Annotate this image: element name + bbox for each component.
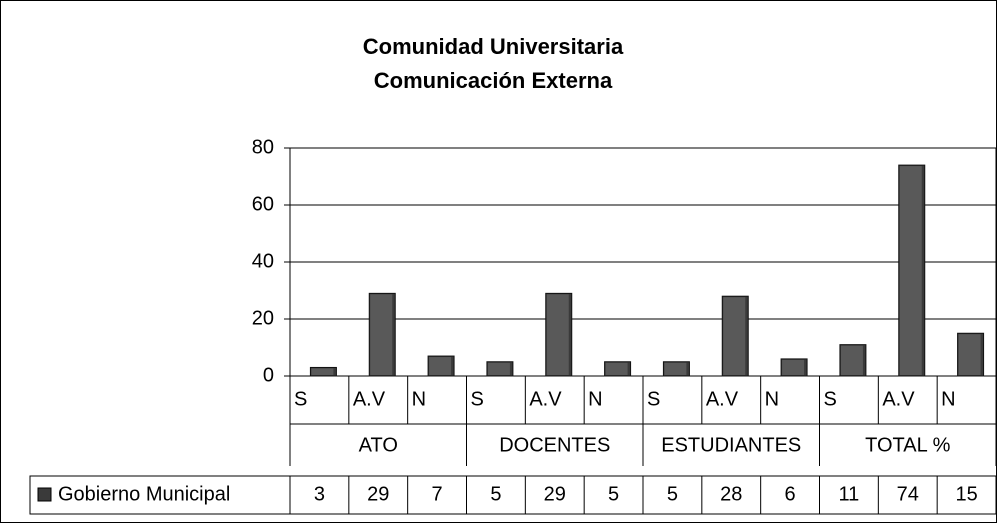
y-tick-label: 40 bbox=[252, 250, 274, 272]
table-value: 28 bbox=[720, 483, 742, 505]
x-tick-label: N bbox=[588, 388, 602, 410]
chart-subtitle: Comunicación Externa bbox=[374, 68, 613, 93]
table-value: 11 bbox=[839, 483, 860, 505]
bar-highlight bbox=[840, 345, 863, 375]
x-tick-label: A.V bbox=[529, 388, 562, 410]
bar-highlight bbox=[782, 359, 805, 375]
bar-highlight bbox=[664, 362, 687, 375]
x-tick-label: N bbox=[765, 388, 779, 410]
legend-label: Gobierno Municipal bbox=[58, 483, 230, 505]
x-tick-label: S bbox=[824, 388, 837, 410]
y-tick-label: 20 bbox=[252, 307, 274, 329]
x-tick-label: S bbox=[647, 388, 660, 410]
table-value: 5 bbox=[608, 483, 619, 505]
table-value: 3 bbox=[314, 483, 325, 505]
group-label: DOCENTES bbox=[499, 434, 610, 456]
table-value: 29 bbox=[544, 483, 566, 505]
y-tick-label: 0 bbox=[263, 364, 274, 386]
bar-highlight bbox=[370, 294, 393, 375]
table-value: 74 bbox=[897, 483, 919, 505]
bar-highlight bbox=[605, 362, 628, 375]
bar-highlight bbox=[546, 294, 569, 375]
group-label: TOTAL % bbox=[865, 434, 950, 456]
table-value: 5 bbox=[667, 483, 678, 505]
x-tick-label: A.V bbox=[353, 388, 386, 410]
bar-highlight bbox=[311, 368, 334, 375]
x-tick-label: A.V bbox=[882, 388, 915, 410]
bar-highlight bbox=[899, 166, 922, 375]
x-tick-label: N bbox=[412, 388, 426, 410]
x-tick-label: S bbox=[471, 388, 484, 410]
data-table bbox=[29, 475, 997, 515]
bar-highlight bbox=[958, 334, 981, 375]
group-label: ATO bbox=[359, 434, 398, 456]
legend-key bbox=[37, 487, 52, 502]
table-value: 15 bbox=[955, 483, 977, 505]
bar-highlight bbox=[723, 297, 746, 375]
bar-highlight bbox=[429, 357, 452, 375]
table-value: 6 bbox=[785, 483, 796, 505]
group-label: ESTUDIANTES bbox=[661, 434, 801, 456]
chart-title: Comunidad Universitaria bbox=[363, 34, 624, 59]
y-tick-label: 80 bbox=[252, 136, 274, 158]
x-tick-label: S bbox=[294, 388, 307, 410]
y-tick-label: 60 bbox=[252, 193, 274, 215]
table-value: 7 bbox=[432, 483, 443, 505]
table-value: 5 bbox=[490, 483, 501, 505]
x-tick-label: A.V bbox=[706, 388, 739, 410]
x-tick-label: N bbox=[941, 388, 955, 410]
bar-highlight bbox=[487, 362, 510, 375]
table-value: 29 bbox=[367, 483, 389, 505]
